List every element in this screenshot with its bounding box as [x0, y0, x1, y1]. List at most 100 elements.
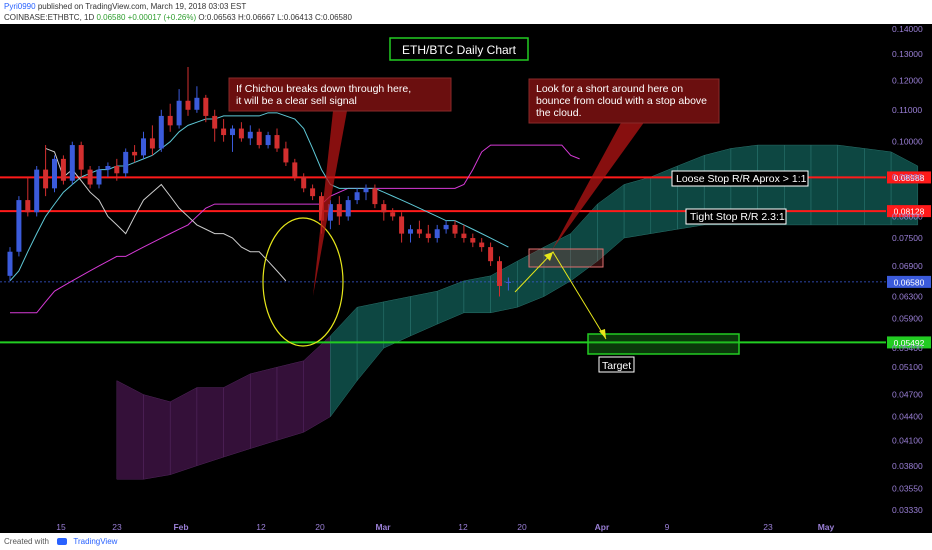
tight-stop-box — [685, 208, 787, 225]
candle-body — [488, 247, 494, 262]
target-box — [598, 356, 635, 373]
candle-body — [363, 188, 369, 193]
candle-body — [265, 135, 271, 146]
candle-body — [238, 128, 244, 139]
short-note-line-1: Look for a short around here on — [536, 83, 683, 95]
price-tick-label: 0.14000 — [892, 24, 923, 34]
last-price: 0.06580 — [96, 13, 126, 22]
cloud-segment — [463, 275, 491, 314]
price-tick-label: 0.04100 — [892, 435, 923, 445]
open-value: O:0.06563 — [198, 13, 236, 22]
candle-body — [274, 135, 280, 149]
candle-body — [185, 100, 191, 110]
tenkan-line — [9, 112, 509, 282]
target-line-price-tag — [887, 336, 931, 349]
high-value: H:0.06667 — [237, 13, 275, 22]
candle-body — [34, 169, 40, 213]
created-with-text: Created with — [4, 537, 49, 546]
price-tick-label: 0.12000 — [892, 76, 923, 86]
tradingview-link[interactable]: TradingView — [73, 537, 118, 546]
arrow-up-head — [544, 252, 553, 261]
candle-body — [167, 115, 173, 126]
price-tick-label: 0.13000 — [892, 49, 923, 59]
current-price-line-price-tag — [887, 275, 931, 288]
loose-stop-box — [671, 170, 809, 187]
short-note-line-2: bounce from cloud with a stop above — [536, 95, 707, 107]
candle-body — [43, 169, 49, 189]
cloud-segment — [250, 366, 278, 449]
candle-body — [470, 238, 476, 243]
symbol-info: COINBASE:ETHBTC, 1D 0.06580 +0.00017 (+0… — [4, 13, 352, 22]
author-link[interactable]: Pyri0990 — [4, 2, 36, 11]
candle-body — [78, 145, 84, 170]
candle-body — [176, 100, 182, 126]
target-zone — [587, 333, 740, 355]
price-tick-label: 0.04400 — [892, 412, 923, 422]
cloud-segment — [810, 144, 838, 226]
kijun-line — [10, 144, 580, 314]
chichou-note-line-1: If Chichou breaks down through here, — [236, 83, 411, 95]
short-pointer — [552, 121, 645, 250]
current-price-line-price-label: 0.06580 — [894, 277, 925, 287]
candle-body — [443, 224, 449, 230]
cloud-segment — [196, 387, 224, 467]
arrow-down-head — [599, 329, 606, 339]
candle-body — [381, 204, 387, 213]
candle-body — [425, 233, 431, 239]
price-tick-label: 0.03550 — [892, 484, 923, 494]
candle-body — [60, 158, 66, 181]
publish-text: published on TradingView.com, March 19, … — [37, 2, 247, 11]
time-axis[interactable] — [0, 517, 886, 534]
candle-body — [292, 162, 298, 177]
time-tick-label: 15 — [56, 522, 66, 532]
candle-body — [319, 196, 324, 221]
price-tick-label: 0.03800 — [892, 461, 923, 471]
chichou-pointer — [313, 111, 347, 296]
chart-title: ETH/BTC Daily Chart — [402, 43, 517, 57]
candle-body — [354, 192, 360, 201]
loose-stop-line-price-label: 0.08988 — [894, 173, 925, 183]
candle-body — [7, 251, 13, 276]
chart-header: Pyri0990 published on TradingView.com, M… — [0, 0, 932, 24]
price-tick-label: 0.06300 — [892, 291, 923, 301]
cloud-segment — [116, 380, 144, 480]
short-note-line-3: the cloud. — [536, 107, 582, 119]
candle-body — [230, 128, 235, 136]
candle-body — [105, 166, 111, 170]
candle-body — [283, 148, 289, 163]
candle-body — [256, 131, 262, 146]
candle-body — [345, 200, 351, 217]
candle-body — [212, 115, 218, 129]
candle-body — [336, 204, 342, 217]
candle-body — [247, 131, 253, 139]
time-tick-label: 20 — [517, 522, 527, 532]
entry-zone — [528, 248, 604, 268]
tradingview-logo-icon[interactable] — [57, 538, 68, 546]
symbol-label: COINBASE:ETHBTC, 1D — [4, 13, 95, 22]
candle-body — [505, 281, 511, 283]
chart-footer: Created with TradingView — [0, 533, 932, 550]
cloud-segment — [623, 176, 652, 239]
price-tick-label: 0.04700 — [892, 390, 923, 400]
price-tick-label: 0.11000 — [892, 105, 922, 115]
price-tick-label: 0.06900 — [892, 261, 923, 271]
tight-stop-label: Tight Stop R/R 2.3:1 — [690, 211, 785, 223]
candle-body — [52, 158, 57, 189]
cloud-segment — [223, 373, 251, 458]
price-chart[interactable]: ETH/BTC Daily Chart If Chichou breaks do… — [0, 24, 932, 534]
candle-body — [461, 233, 467, 239]
chikou-line — [45, 147, 287, 282]
candle-body — [327, 204, 333, 221]
cloud-segment — [169, 387, 198, 476]
loose-stop-label: Loose Stop R/R Aprox > 1:1 — [676, 173, 807, 185]
chichou-circle — [262, 217, 344, 347]
candle-body — [123, 151, 129, 174]
candle-body — [16, 200, 22, 252]
candle-body — [497, 261, 502, 286]
low-value: L:0.06413 — [277, 13, 313, 22]
title-box — [389, 37, 529, 61]
close-value: C:0.06580 — [314, 13, 352, 22]
target-label: Target — [602, 360, 631, 372]
time-tick-label: 12 — [458, 522, 468, 532]
candle-body — [87, 169, 93, 185]
